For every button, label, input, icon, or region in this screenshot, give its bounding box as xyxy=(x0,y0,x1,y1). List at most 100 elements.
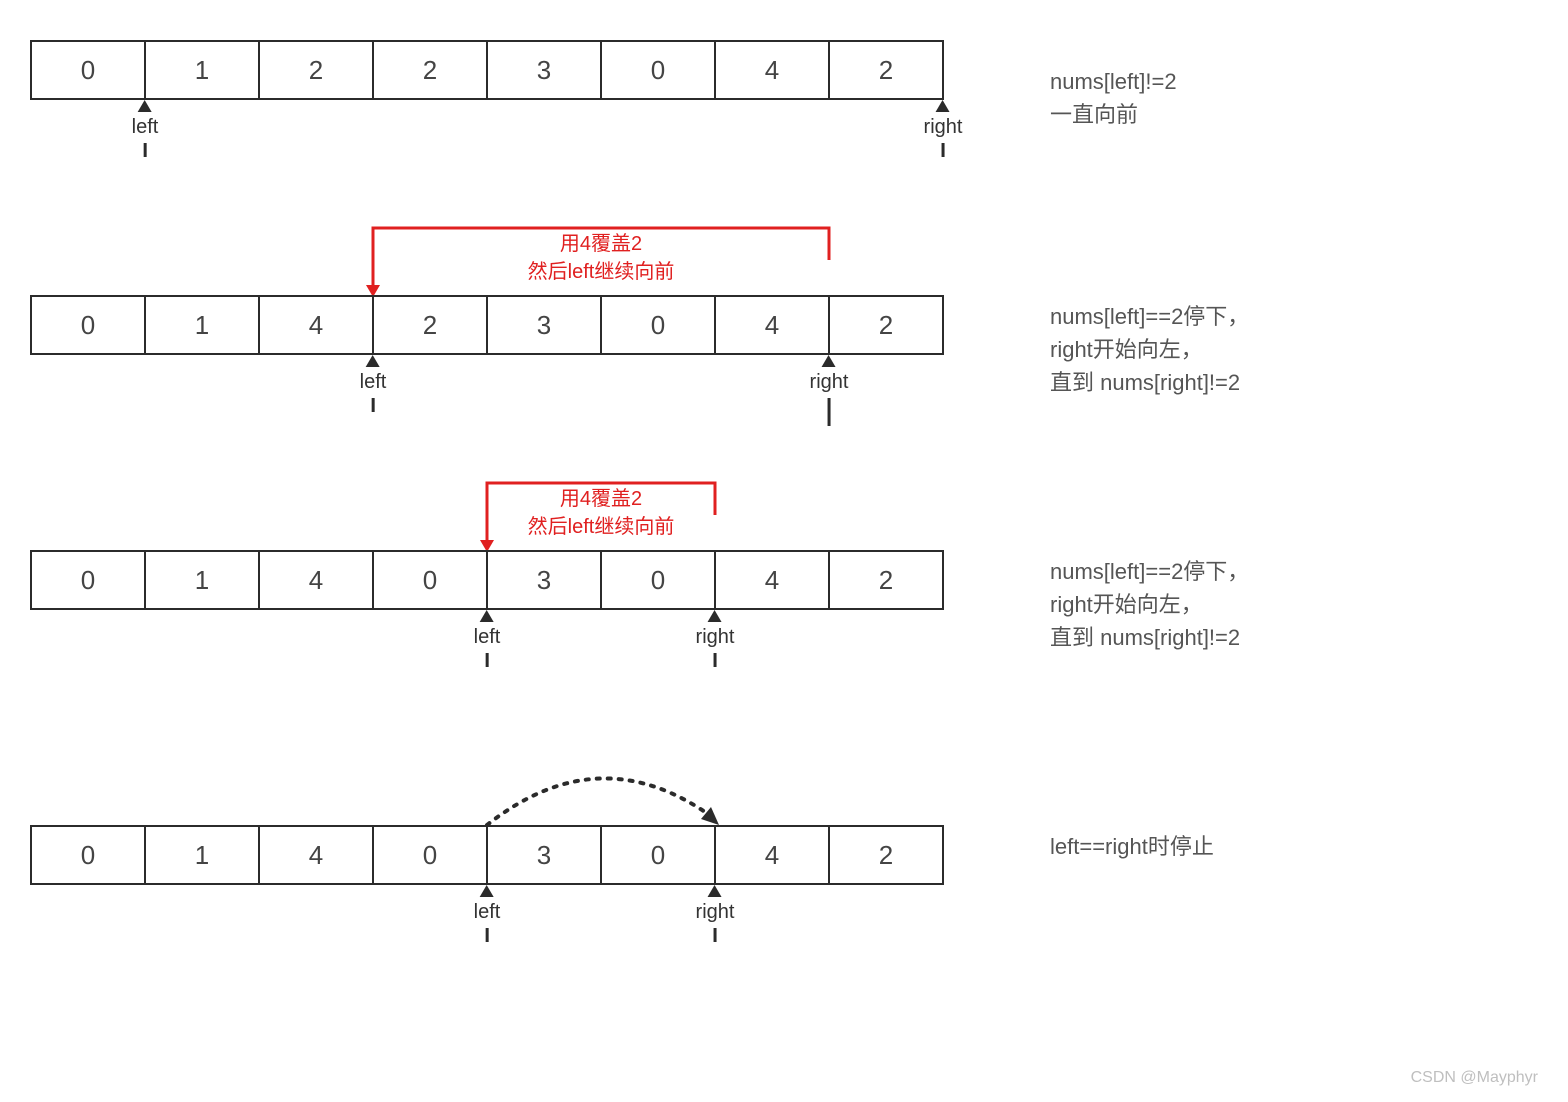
red-annotation: 用4覆盖2然后left继续向前 xyxy=(528,230,675,286)
step-description: nums[left]==2停下，right开始向左，直到 nums[right]… xyxy=(1010,475,1538,654)
left-pointer: left xyxy=(474,610,501,667)
description-line: nums[left]==2停下， xyxy=(1050,300,1538,333)
step-3: 01403042leftrightleft==right时停止 xyxy=(30,730,1538,965)
pointer-label: right xyxy=(696,626,735,649)
array-cell: 0 xyxy=(600,295,716,355)
array-cell: 2 xyxy=(828,295,944,355)
array-cell: 1 xyxy=(144,825,260,885)
pointer-tick-icon xyxy=(486,653,489,667)
pointer-row: left right xyxy=(30,610,1010,690)
array-cell: 0 xyxy=(30,825,146,885)
description-line: nums[left]==2停下， xyxy=(1050,555,1538,588)
right-pointer: right xyxy=(924,100,963,157)
array-cell: 0 xyxy=(600,40,716,100)
red-annotation-line: 用4覆盖2 xyxy=(528,230,675,258)
step-description: nums[left]!=2一直向前 xyxy=(1010,40,1538,131)
array-cell: 0 xyxy=(30,550,146,610)
red-annotation-line: 然后left继续向前 xyxy=(528,258,675,286)
pointer-tick-icon xyxy=(714,653,717,667)
description-line: 一直向前 xyxy=(1050,98,1538,131)
array-cell: 0 xyxy=(30,295,146,355)
pointer-label: left xyxy=(474,901,501,924)
pointer-tick-icon xyxy=(486,928,489,942)
step-description: nums[left]==2停下，right开始向左，直到 nums[right]… xyxy=(1010,220,1538,399)
pointer-arrowhead-icon xyxy=(822,355,836,367)
array-cell: 4 xyxy=(714,295,830,355)
array-cell: 4 xyxy=(258,825,374,885)
array-cell: 4 xyxy=(714,825,830,885)
description-line: right开始向左， xyxy=(1050,588,1538,621)
description-line: left==right时停止 xyxy=(1050,830,1538,863)
pointer-label: left xyxy=(474,626,501,649)
pointer-row: left right xyxy=(30,355,1010,435)
pointer-tick-icon xyxy=(144,143,147,157)
left-pointer: left xyxy=(132,100,159,157)
pointer-arrowhead-icon xyxy=(480,610,494,622)
array-cell: 3 xyxy=(486,40,602,100)
pointer-arrowhead-icon xyxy=(480,885,494,897)
step-description: left==right时停止 xyxy=(1010,730,1538,863)
right-pointer: right xyxy=(810,355,849,426)
description-line: nums[left]!=2 xyxy=(1050,65,1538,98)
array-cell: 4 xyxy=(258,550,374,610)
array-cell: 0 xyxy=(372,550,488,610)
pointer-label: right xyxy=(924,116,963,139)
pointer-arrowhead-icon xyxy=(936,100,950,112)
right-pointer: right xyxy=(696,885,735,942)
watermark: CSDN @Mayphyr xyxy=(1411,1069,1538,1087)
pointer-tick-icon xyxy=(942,143,945,157)
array-cell: 0 xyxy=(372,825,488,885)
description-line: right开始向左， xyxy=(1050,333,1538,366)
array-cell: 4 xyxy=(714,550,830,610)
arrays-col: 01403042leftright xyxy=(30,730,1010,965)
pointer-arrowhead-icon xyxy=(366,355,380,367)
arrays-col: 01223042leftright xyxy=(30,40,1010,180)
pointer-tick-icon xyxy=(828,398,831,426)
left-pointer: left xyxy=(474,885,501,942)
left-pointer: left xyxy=(360,355,387,412)
description-line: 直到 nums[right]!=2 xyxy=(1050,621,1538,654)
step-1: 用4覆盖2然后left继续向前01423042leftrightnums[lef… xyxy=(30,220,1538,435)
description-line: 直到 nums[right]!=2 xyxy=(1050,366,1538,399)
red-annotation-line: 然后left继续向前 xyxy=(528,513,675,541)
pointer-tick-icon xyxy=(372,398,375,412)
array-cell: 4 xyxy=(714,40,830,100)
step-2: 用4覆盖2然后left继续向前01403042leftrightnums[lef… xyxy=(30,475,1538,690)
step-0: 01223042leftrightnums[left]!=2一直向前 xyxy=(30,40,1538,180)
pointer-label: left xyxy=(360,371,387,394)
array-cell: 2 xyxy=(372,40,488,100)
pointer-label: left xyxy=(132,116,159,139)
array-cell: 4 xyxy=(258,295,374,355)
red-annotation: 用4覆盖2然后left继续向前 xyxy=(528,485,675,541)
array-row: 01423042 xyxy=(30,295,1010,355)
array-row: 01223042 xyxy=(30,40,1010,100)
array-cell: 2 xyxy=(258,40,374,100)
array-cell: 3 xyxy=(486,550,602,610)
pointer-arrowhead-icon xyxy=(708,610,722,622)
pointer-label: right xyxy=(810,371,849,394)
array-cell: 2 xyxy=(372,295,488,355)
array-cell: 0 xyxy=(600,550,716,610)
pointer-tick-icon xyxy=(714,928,717,942)
array-cell: 2 xyxy=(828,550,944,610)
pointer-row: left right xyxy=(30,885,1010,965)
array-cell: 1 xyxy=(144,550,260,610)
arrays-col: 用4覆盖2然后left继续向前01423042leftright xyxy=(30,220,1010,435)
pointer-label: right xyxy=(696,901,735,924)
array-cell: 0 xyxy=(600,825,716,885)
array-cell: 3 xyxy=(486,825,602,885)
array-cell: 2 xyxy=(828,40,944,100)
array-cell: 0 xyxy=(30,40,146,100)
arrays-col: 用4覆盖2然后left继续向前01403042leftright xyxy=(30,475,1010,690)
array-cell: 3 xyxy=(486,295,602,355)
pointer-arrowhead-icon xyxy=(708,885,722,897)
red-annotation-line: 用4覆盖2 xyxy=(528,485,675,513)
array-cell: 1 xyxy=(144,40,260,100)
array-cell: 1 xyxy=(144,295,260,355)
array-cell: 2 xyxy=(828,825,944,885)
array-row: 01403042 xyxy=(30,550,1010,610)
array-row: 01403042 xyxy=(30,825,1010,885)
pointer-row: left right xyxy=(30,100,1010,180)
right-pointer: right xyxy=(696,610,735,667)
pointer-arrowhead-icon xyxy=(138,100,152,112)
